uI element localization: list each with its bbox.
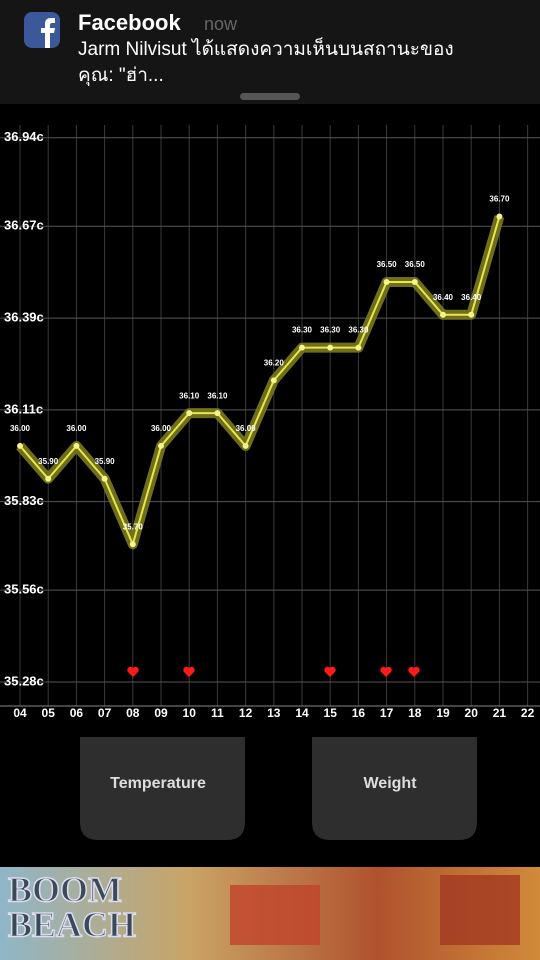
x-tick-label: 17 [380,706,394,720]
value-label: 35.90 [95,457,116,466]
point [327,344,334,351]
value-label: 36.00 [236,424,257,433]
button-label[interactable]: Weight [363,775,417,792]
point [270,377,277,384]
point [101,475,108,482]
x-tick-label: 16 [352,706,366,720]
point [129,541,136,548]
value-label: 36.10 [179,391,200,400]
x-tick-label: 09 [154,706,168,720]
value-label: 36.00 [10,424,31,433]
x-tick-label: 10 [183,706,197,720]
button-label[interactable]: Temperature [110,775,206,792]
ad-art [440,875,520,945]
x-tick-label: 13 [267,706,281,720]
x-tick-label: 20 [465,706,479,720]
x-tick-label: 12 [239,706,253,720]
notification-app[interactable]: Facebook [78,10,181,35]
ad-art [230,885,320,945]
x-tick-label: 15 [324,706,338,720]
y-tick-label: 36.39c [4,310,44,325]
notification-time: now [204,14,238,34]
heart [127,666,139,677]
x-tick-label: 06 [70,706,84,720]
x-tick-label: 05 [42,706,56,720]
x-tick-label: 18 [408,706,422,720]
point [299,344,305,351]
value-label: 36.20 [264,358,285,367]
y-tick-label: 35.56c [4,582,44,597]
y-tick-label: 35.83c [4,493,44,508]
point [45,475,52,482]
heart [324,666,336,677]
line-glow [16,215,505,550]
value-label: 36.40 [461,293,482,302]
point [468,311,475,318]
heart [183,666,195,677]
point [73,442,80,449]
x-tick-label: 04 [13,706,27,720]
value-label: 36.00 [66,424,87,433]
weight-button[interactable] [312,737,477,840]
x-tick-label: 22 [521,706,535,720]
value-label: 36.30 [292,326,313,335]
x-tick-label: 07 [98,706,112,720]
value-label: 36.50 [405,260,426,269]
point [242,442,249,449]
point [186,410,193,417]
value-label: 36.10 [207,391,228,400]
point [496,213,503,220]
ad-title[interactable]: BEACH [7,904,137,946]
heart [380,666,392,677]
heart-markers [127,666,420,677]
facebook-f [41,18,55,48]
line [19,216,501,546]
value-label: 36.30 [348,326,369,335]
point [214,410,221,417]
value-label: 36.40 [433,293,454,302]
notification-text[interactable]: Jarm Nilvisut ได้แสดงความเห็นบนสถานะของ [78,36,454,60]
notification-bg [0,0,540,104]
point [411,279,418,286]
ad-title[interactable]: BOOM [7,869,123,911]
value-label: 35.90 [38,457,59,466]
point [355,344,362,351]
y-tick-label: 36.67c [4,218,44,233]
value-label: 36.00 [151,424,172,433]
chart: 36.94c 36.67c 36.39c 36.11c 35.83c 35.56c 35.2… [0,125,540,720]
value-label: 36.70 [489,195,510,204]
point [17,442,23,449]
x-tick-label: 21 [493,706,507,720]
point [440,311,446,318]
x-tick-label: 11 [211,706,224,720]
value-label: 35.70 [123,522,144,531]
x-tick-label: 19 [436,706,450,720]
value-label: 36.30 [320,326,341,335]
x-tick-label: 14 [295,706,309,720]
notification-text[interactable]: คุณ: "ฮ่า... [78,65,164,87]
y-tick-label: 36.94c [4,129,44,144]
y-tick-label: 36.11c [4,401,43,416]
heart [408,666,420,677]
value-label: 36.50 [377,260,398,269]
point [158,442,164,449]
temperature-button[interactable] [80,737,245,840]
notification-handle[interactable] [240,93,300,100]
point [383,279,390,286]
y-tick-label: 35.28c [4,673,44,688]
x-tick-label: 08 [126,706,140,720]
